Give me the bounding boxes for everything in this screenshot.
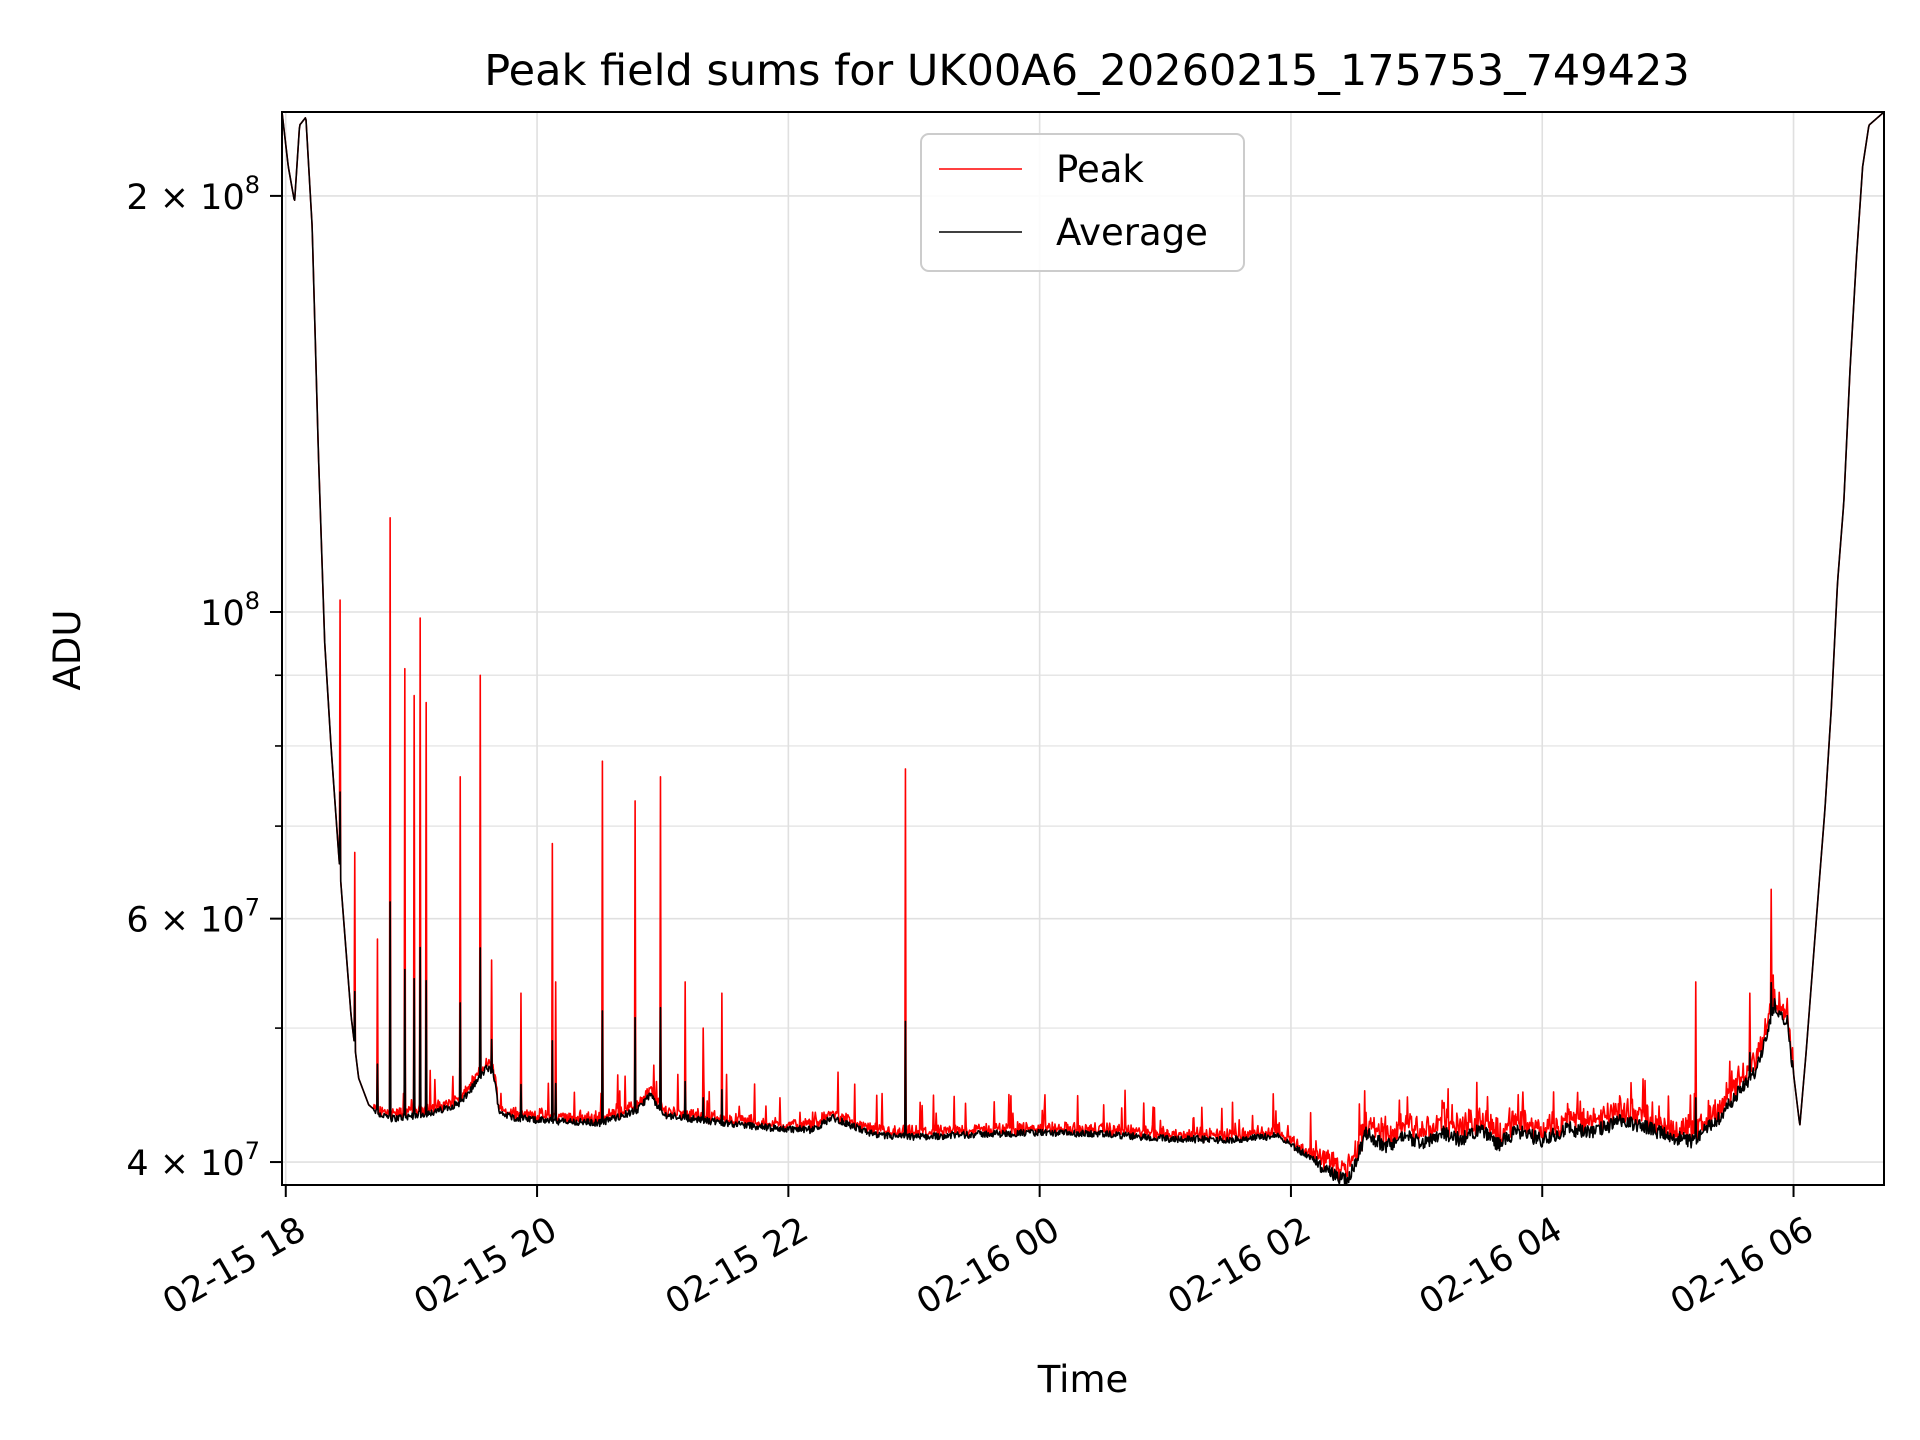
y-axis-label: ADU xyxy=(46,610,89,691)
grid-lines xyxy=(282,112,1884,1185)
y-tick-label: 6 × 107 xyxy=(126,894,260,941)
series-line-peak xyxy=(282,112,1884,1184)
chart-title: Peak field sums for UK00A6_20260215_1757… xyxy=(484,46,1689,96)
plot-frame xyxy=(281,111,1885,1186)
y-tick-label: 2 × 108 xyxy=(126,171,260,218)
plot-area xyxy=(282,112,1884,1185)
x-axis-label: Time xyxy=(1037,1358,1129,1401)
legend-label-average: Average xyxy=(1056,211,1208,254)
y-axis: 4 × 107 6 × 107 108 2 × 108 xyxy=(126,171,282,1184)
y-tick-label: 108 xyxy=(200,587,260,634)
legend: Peak Average xyxy=(920,133,1245,272)
series-line-average xyxy=(282,112,1884,1185)
legend-label-peak: Peak xyxy=(1056,148,1144,191)
y-tick-label: 4 × 107 xyxy=(126,1137,260,1184)
